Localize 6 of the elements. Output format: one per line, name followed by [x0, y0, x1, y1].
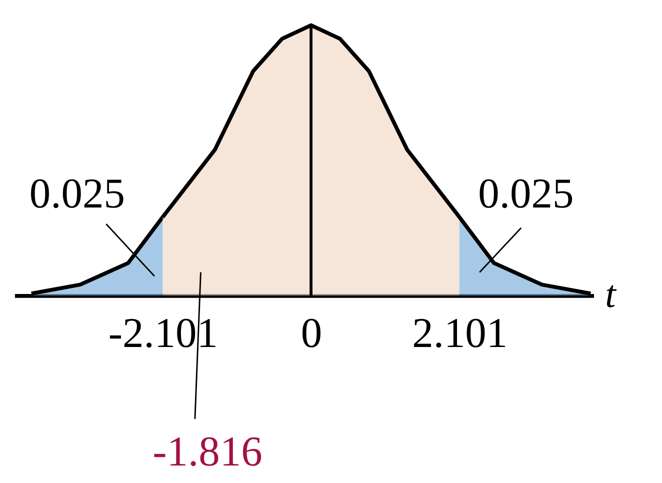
annotation: 0.025 — [478, 170, 574, 218]
x-axis-title: t — [605, 274, 618, 316]
x-tick-label: 2.101 — [412, 310, 508, 358]
annotation: 0.025 — [29, 170, 125, 218]
text: -1.816 — [152, 428, 262, 476]
x-tick-label: 0 — [300, 310, 322, 358]
